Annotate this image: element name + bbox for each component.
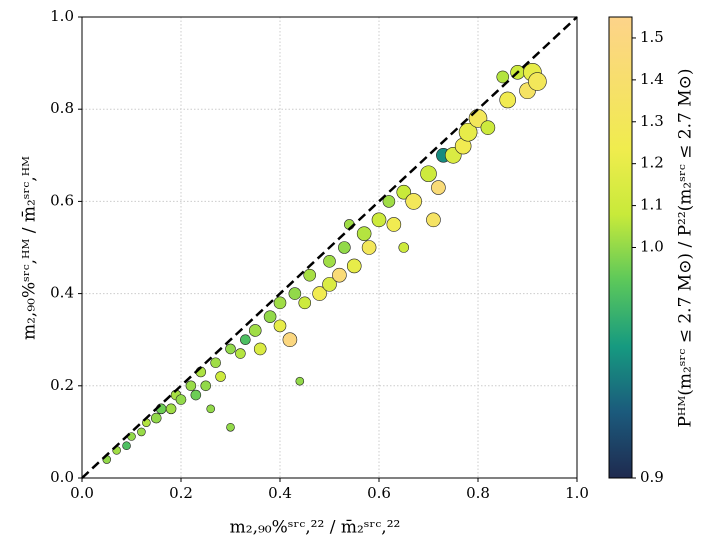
x-tick-label: 0.0: [70, 484, 94, 502]
plot-frame: [81, 16, 578, 479]
colorbar-tick-label: 0.9: [640, 468, 664, 486]
point: [295, 376, 305, 386]
colorbar-tick-label: 1.2: [640, 154, 664, 172]
point: [338, 241, 351, 254]
x-tick-label: 0.8: [466, 484, 490, 502]
point: [382, 195, 396, 208]
point: [323, 255, 336, 268]
y-tick-label: 0.4: [50, 284, 74, 302]
point: [175, 394, 187, 405]
point: [210, 357, 221, 369]
colorbar-label: Pᴴᴹ(m₂ˢʳᶜ ≤ 2.7 M⊙) / P²²(m₂ˢʳᶜ ≤ 2.7 M⊙…: [676, 68, 696, 427]
point: [303, 268, 317, 282]
point: [405, 193, 422, 210]
point: [288, 287, 302, 300]
point: [122, 441, 131, 451]
point: [150, 412, 162, 424]
point: [496, 70, 510, 84]
point: [215, 371, 226, 382]
point: [273, 319, 287, 333]
x-tick-label: 0.6: [367, 484, 391, 502]
point: [240, 334, 251, 346]
y-axis-label: m₂,₉₀%ˢʳᶜ,ᴴᴹ / m̄₂ˢʳᶜ,ᴴᴹ: [20, 156, 40, 340]
point: [361, 240, 377, 255]
x-axis-label: m₂,₉₀%ˢʳᶜ,²² / m̄₂ˢʳᶜ,²²: [230, 518, 401, 538]
point: [528, 72, 547, 91]
point: [312, 286, 327, 301]
x-tick-label: 1.0: [565, 484, 589, 502]
y-tick-label: 0.8: [50, 99, 74, 117]
x-tick-label: 0.2: [169, 484, 193, 502]
point: [185, 380, 197, 392]
colorbar-tick-label: 1.4: [640, 70, 664, 88]
y-tick-label: 0.2: [50, 376, 74, 394]
point: [426, 212, 441, 228]
colorbar-tick-label: 1.5: [640, 28, 664, 46]
point: [206, 404, 215, 414]
point: [248, 324, 262, 337]
diagonal-line: [81, 16, 578, 479]
point: [346, 258, 362, 274]
point: [225, 343, 236, 355]
colorbar: [608, 16, 633, 479]
point: [165, 403, 177, 415]
colorbar-tick-label: 1.0: [640, 238, 664, 256]
point: [332, 267, 347, 283]
point: [282, 332, 298, 348]
point: [137, 427, 146, 437]
x-tick-label: 0.4: [268, 484, 292, 502]
point: [190, 389, 202, 401]
point: [356, 226, 372, 241]
point: [420, 165, 437, 183]
point: [480, 120, 496, 135]
point: [458, 122, 478, 142]
point: [499, 91, 517, 109]
point: [200, 380, 212, 392]
point: [386, 217, 402, 232]
colorbar-tick-label: 1.1: [640, 196, 664, 214]
point: [273, 296, 287, 310]
point: [253, 342, 267, 356]
point: [396, 184, 412, 200]
point: [398, 242, 410, 253]
colorbar-tick-label: 1.3: [640, 112, 664, 130]
point: [263, 310, 277, 323]
y-tick-label: 0.6: [50, 191, 74, 209]
point: [371, 212, 387, 228]
point: [226, 422, 235, 432]
point: [298, 296, 312, 310]
y-tick-label: 1.0: [50, 7, 74, 25]
point: [235, 348, 246, 359]
point: [431, 180, 446, 195]
y-tick-label: 0.0: [50, 468, 74, 486]
point: [322, 277, 337, 292]
